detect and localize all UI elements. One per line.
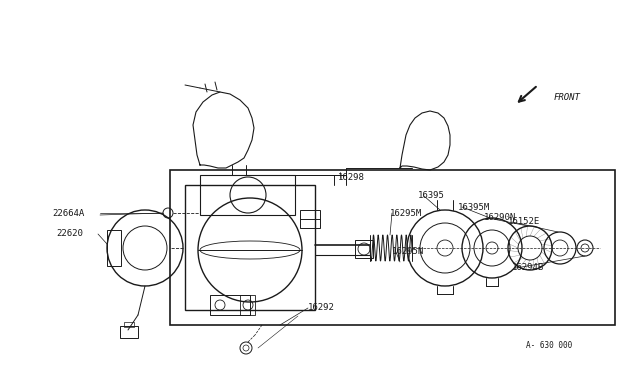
- Bar: [300, 210, 320, 228]
- Bar: [200, 175, 295, 215]
- Text: 16294B: 16294B: [512, 263, 544, 273]
- Text: 16395M: 16395M: [458, 202, 490, 212]
- Text: A- 630 000: A- 630 000: [525, 340, 572, 350]
- Text: FRONT: FRONT: [554, 93, 581, 103]
- Text: 16298: 16298: [338, 173, 365, 183]
- Text: 22664A: 22664A: [52, 208, 84, 218]
- Text: 16290N: 16290N: [484, 214, 516, 222]
- Text: 16395: 16395: [418, 192, 445, 201]
- Text: 16152E: 16152E: [508, 218, 540, 227]
- Bar: [210, 295, 250, 315]
- Text: 16295N: 16295N: [392, 247, 424, 257]
- Bar: [240, 295, 255, 315]
- Text: 16295M: 16295M: [390, 208, 422, 218]
- Bar: [355, 240, 373, 258]
- Bar: [124, 322, 134, 327]
- Bar: [185, 185, 315, 310]
- Bar: [107, 230, 121, 266]
- Bar: [170, 170, 615, 325]
- Text: 22620: 22620: [56, 230, 83, 238]
- Bar: [120, 326, 138, 338]
- Text: 16292: 16292: [308, 304, 335, 312]
